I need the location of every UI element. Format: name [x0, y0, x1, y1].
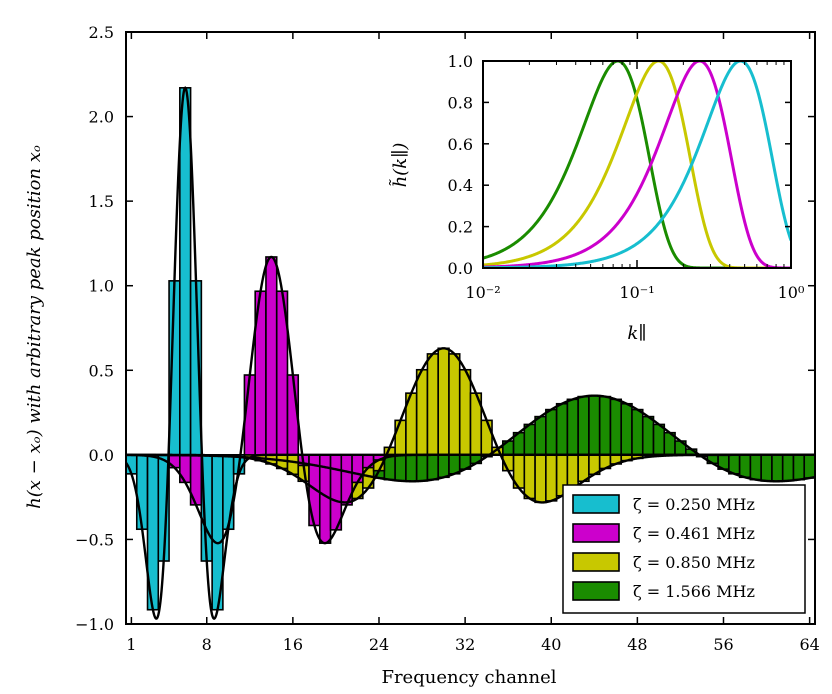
- bar-series-3-channel-29: [426, 353, 440, 456]
- bar-series-3-channel-42: [566, 454, 579, 490]
- inset-y-tick-label-5: 1.0: [448, 52, 473, 71]
- bar-series-3-channel-31: [448, 353, 461, 456]
- legend-swatch-4: [572, 581, 620, 601]
- x-tick-label-48: 48: [627, 635, 647, 654]
- bar-series-4-channel-50: [652, 423, 666, 456]
- inset-x-tick-label-0: 10⁻²: [465, 283, 500, 302]
- y-tick-label-3: 0.5: [89, 361, 114, 380]
- bar-series-4-channel-28: [415, 454, 429, 482]
- bar-series-4-channel-59: [749, 454, 762, 481]
- bar-series-4-channel-46: [609, 398, 623, 456]
- bar-series-4-channel-44: [588, 394, 601, 456]
- bar-series-3-channel-34: [480, 419, 493, 456]
- bar-series-4-channel-39: [534, 415, 547, 456]
- legend-swatch-3: [572, 552, 620, 572]
- bar-series-4-channel-29: [426, 454, 440, 481]
- bar-series-3-channel-38: [523, 454, 536, 500]
- legend-label-4: ζ = 1.566 MHz: [633, 582, 755, 601]
- main-axes-frame: [125, 31, 816, 625]
- inset-curve-series-2: [483, 61, 791, 268]
- inset-x-tick-label-2: 10⁰: [778, 283, 805, 302]
- inset-curve-series-4: [483, 61, 791, 268]
- legend-swatch-1: [572, 494, 620, 514]
- bar-series-3-channel-32: [458, 368, 472, 456]
- inset-y-tick-label-1: 0.2: [448, 218, 473, 237]
- bar-series-4-channel-49: [641, 415, 655, 456]
- legend-label-2: ζ = 0.461 MHz: [633, 524, 755, 543]
- bar-series-4-channel-60: [760, 454, 773, 482]
- bar-series-4-channel-45: [598, 395, 612, 456]
- bar-series-4-channel-38: [523, 423, 536, 456]
- bar-series-4-channel-31: [448, 454, 461, 475]
- y-tick-label-2: 0.0: [89, 446, 114, 465]
- y-axis-label: h(x − xₒ) with arbitrary peak position x…: [24, 145, 45, 509]
- y-tick-label-4: 1.0: [89, 277, 114, 296]
- y-tick-label-1: −0.5: [75, 530, 114, 549]
- y-tick-label-6: 2.0: [89, 108, 114, 127]
- main-plot: 1 8 16 24 32 40 48 56 64 −1.0 −0.5 0.0 0.5 1.0 1.5 2.0 2…: [75, 23, 820, 654]
- bar-series-1-channel-6: [179, 87, 192, 456]
- inset-x-axis-label: k∥: [627, 323, 646, 344]
- bar-series-4-channel-43: [577, 395, 590, 456]
- x-tick-label-32: 32: [455, 635, 475, 654]
- inset-y-tick-label-4: 0.8: [448, 93, 473, 112]
- bar-series-4-channel-47: [620, 402, 633, 456]
- x-axis-label: Frequency channel: [381, 667, 556, 688]
- inset-y-axis-label: h̃(k∥): [388, 143, 411, 188]
- bar-series-4-channel-64: [803, 454, 816, 479]
- bar-series-4-channel-42: [566, 398, 579, 456]
- x-tick-label-8: 8: [202, 635, 212, 654]
- bar-series-1-channel-2: [135, 454, 149, 531]
- x-tick-label-1: 1: [126, 635, 136, 654]
- x-tick-label-24: 24: [369, 635, 389, 654]
- legend-label-1: ζ = 0.250 MHz: [633, 495, 755, 514]
- bar-series-4-channel-30: [437, 454, 450, 479]
- bar-series-4-channel-27: [405, 454, 418, 483]
- bar-series-4-channel-26: [394, 454, 407, 482]
- bar-series-3-channel-26: [394, 419, 407, 456]
- x-tick-label-40: 40: [541, 635, 561, 654]
- y-tick-label-5: 1.5: [89, 192, 114, 211]
- bar-series-4-channel-48: [631, 408, 644, 456]
- bar-series-4-channel-62: [781, 454, 795, 482]
- inset-x-tick-label-1: 10⁻¹: [619, 283, 654, 302]
- x-tick-label-64: 64: [799, 635, 819, 654]
- inset-y-tick-label-3: 0.6: [448, 135, 473, 154]
- curve-series-1: [125, 86, 815, 620]
- legend: ζ = 0.250 MHz ζ = 0.461 MHz ζ = 0.850 MHz ζ…: [562, 484, 806, 614]
- bar-series-2-channel-14: [265, 256, 278, 456]
- bar-series-3-channel-40: [545, 454, 558, 502]
- bar-series-4-channel-40: [545, 408, 558, 456]
- bar-series-4-channel-63: [792, 454, 806, 481]
- legend-swatch-2: [572, 523, 620, 543]
- bar-series-4-channel-41: [555, 402, 569, 456]
- bar-series-4-channel-61: [771, 454, 784, 483]
- bar-series-3-channel-28: [415, 368, 429, 456]
- bar-series-3-channel-39: [534, 454, 547, 504]
- bar-series-3-channel-30: [437, 347, 450, 456]
- y-tick-label-0: −1.0: [75, 615, 114, 634]
- inset-y-tick-label-0: 0.0: [448, 259, 473, 278]
- inset-y-tick-label-2: 0.4: [448, 176, 473, 195]
- inset-plot: 0.0 0.2 0.4 0.6 0.8 1.0 10⁻² 10⁻¹ 10⁰: [448, 52, 805, 302]
- x-tick-label-56: 56: [713, 635, 733, 654]
- bar-series-1-channel-10: [222, 454, 235, 531]
- y-tick-label-7: 2.5: [89, 23, 114, 42]
- bar-series-4-channel-57: [728, 454, 741, 475]
- x-tick-label-16: 16: [283, 635, 303, 654]
- bar-series-4-channel-58: [738, 454, 752, 479]
- legend-label-3: ζ = 0.850 MHz: [633, 553, 755, 572]
